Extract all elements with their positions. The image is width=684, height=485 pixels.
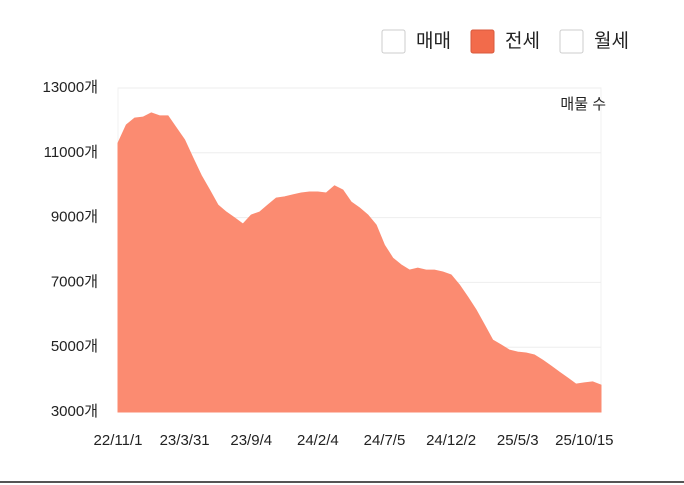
y-tick-label: 3000개 <box>51 403 98 420</box>
x-tick-label: 25/10/15 <box>555 432 613 449</box>
annotation: 매물 수 <box>560 96 606 113</box>
legend-label[interactable]: 월세 <box>594 30 629 52</box>
x-tick-label: 25/5/3 <box>497 432 539 449</box>
x-tick-label: 24/2/4 <box>297 432 339 449</box>
legend-label[interactable]: 전세 <box>505 30 540 52</box>
legend-checkbox[interactable] <box>470 29 495 54</box>
x-tick-label: 24/12/2 <box>426 432 476 449</box>
x-tick-label: 22/11/1 <box>94 432 143 449</box>
x-tick-label: 24/7/5 <box>364 432 406 449</box>
x-tick-label: 23/3/31 <box>160 432 210 449</box>
x-tick-label: 23/9/4 <box>230 432 272 449</box>
y-tick-label: 7000개 <box>51 273 98 290</box>
y-tick-label: 11000개 <box>44 144 98 161</box>
area <box>117 112 602 413</box>
legend-checkbox[interactable] <box>381 29 406 54</box>
y-tick-label: 9000개 <box>51 209 98 226</box>
y-tick-label: 5000개 <box>51 338 98 355</box>
y-tick-label: 13000개 <box>42 79 98 96</box>
legend-checkbox[interactable] <box>559 29 584 54</box>
legend-label[interactable]: 매매 <box>416 30 451 52</box>
